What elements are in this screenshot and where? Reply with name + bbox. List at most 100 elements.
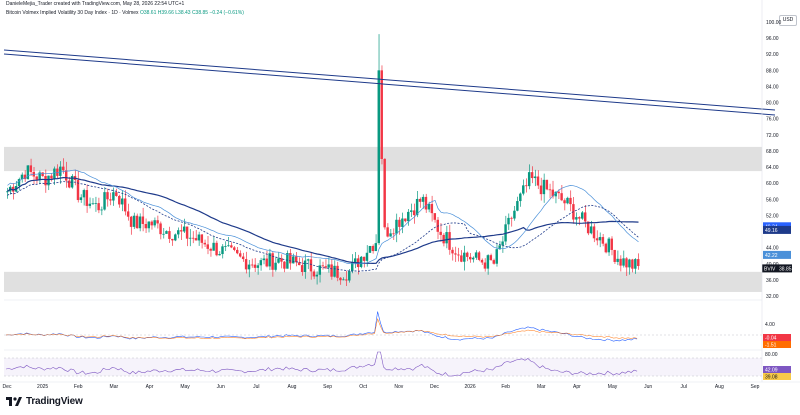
candle-body [38, 172, 41, 181]
candle-body [253, 264, 257, 268]
rsi-line [5, 351, 638, 377]
candle-body [97, 203, 100, 211]
candle-body [368, 245, 372, 253]
chart-credit: DanieleMejia_Trader created with Trading… [6, 1, 185, 7]
x-tick-label: Feb [74, 384, 83, 390]
candle-body [622, 258, 625, 266]
osc-badge-b: -1.51 [765, 343, 777, 349]
x-tick-label: Aug [287, 384, 296, 390]
candle-body [297, 262, 301, 266]
candle-body [563, 200, 566, 204]
candle-body [123, 198, 127, 212]
candle-body [191, 237, 195, 239]
candle-body [339, 277, 342, 281]
trendline-upper [3, 49, 776, 111]
candle-body [489, 255, 493, 261]
candle-body [519, 193, 522, 202]
candle-body [259, 260, 263, 266]
rsi-band [4, 358, 762, 376]
candle-body [292, 256, 295, 264]
candle-body [616, 258, 619, 262]
currency-badge[interactable]: USD [779, 15, 797, 26]
x-tick-label: Sep [751, 384, 760, 390]
candle-body [610, 238, 613, 250]
candle-body [315, 274, 319, 277]
candle-body [17, 179, 21, 186]
zone-box [4, 146, 762, 172]
candle-body [324, 266, 327, 268]
osc-line-b [5, 317, 638, 340]
candle-body [566, 197, 569, 204]
candle-body [238, 253, 242, 257]
candle-body [185, 226, 189, 239]
candle-body [404, 218, 407, 222]
candle-body [327, 264, 330, 268]
candle-body [604, 243, 608, 253]
candle-body [333, 265, 336, 277]
candle-body [486, 255, 490, 269]
y-tick-label: 96.00 [766, 36, 779, 42]
symbol-header[interactable]: Bitcoin Volmex Implied Volatility 30 Day… [6, 10, 244, 16]
candle-body [59, 166, 62, 176]
candle-body [224, 246, 227, 247]
candle-body [41, 172, 44, 176]
candle-body [581, 212, 584, 219]
candle-body [592, 226, 596, 239]
candle-body [194, 238, 198, 241]
x-tick-label: May [180, 384, 190, 390]
x-tick-label: 2026 [464, 384, 475, 390]
rsi-top-label: 80.00 [765, 352, 778, 358]
candle-body [91, 203, 94, 205]
candle-body [401, 218, 404, 227]
candle-body [409, 210, 413, 212]
candle-body [415, 198, 419, 216]
zone-box [4, 271, 762, 292]
brand-name: TradingView [26, 396, 83, 407]
candle-body [177, 230, 180, 235]
x-tick-label: Jun [217, 384, 225, 390]
candle-body [601, 237, 605, 244]
candle-body [530, 172, 534, 179]
price-badge-value: 38.85 [779, 266, 792, 272]
candle-body [477, 252, 481, 260]
x-tick-label: Jun [644, 384, 652, 390]
candle-body [389, 233, 392, 237]
candle-body [474, 252, 478, 258]
candle-body [442, 234, 445, 244]
candle-body [197, 234, 201, 241]
ma-short-badge: 42.22 [765, 253, 778, 259]
candle-body [6, 191, 9, 193]
candles-group [6, 34, 640, 287]
x-tick-label: 2025 [37, 384, 48, 390]
candle-body [126, 211, 130, 217]
candle-body [138, 216, 142, 229]
candle-body [76, 180, 80, 201]
candle-body [29, 165, 33, 172]
rsi-badge-b-bg [763, 373, 791, 380]
candle-body [445, 232, 448, 244]
candle-body [542, 179, 546, 195]
x-tick-label: Apr [146, 384, 154, 390]
candle-body [589, 226, 593, 234]
candle-body [26, 165, 30, 180]
tradingview-logo: TradingView [6, 396, 83, 407]
candle-body [392, 233, 395, 235]
osc-badge-b-bg [763, 341, 791, 348]
candle-body [607, 238, 611, 253]
symbol-name: Bitcoin Volmex Implied Volatility 30 Day… [6, 10, 139, 16]
candle-body [159, 223, 162, 235]
osc-line-a [5, 311, 638, 342]
candle-body [150, 221, 153, 226]
x-tick-label: Sep [323, 384, 332, 390]
y-tick-label: 80.00 [766, 101, 779, 107]
candle-body [533, 176, 537, 179]
y-tick-label: 44.00 [766, 246, 779, 252]
rsi-badge-a: 42.09 [765, 368, 778, 374]
candle-body [165, 231, 168, 234]
candle-body [628, 259, 631, 268]
candle-body [457, 254, 460, 256]
candle-body [516, 201, 519, 211]
candle-body [312, 271, 316, 277]
candle-body [233, 247, 236, 250]
price-badge-bg [762, 264, 792, 273]
